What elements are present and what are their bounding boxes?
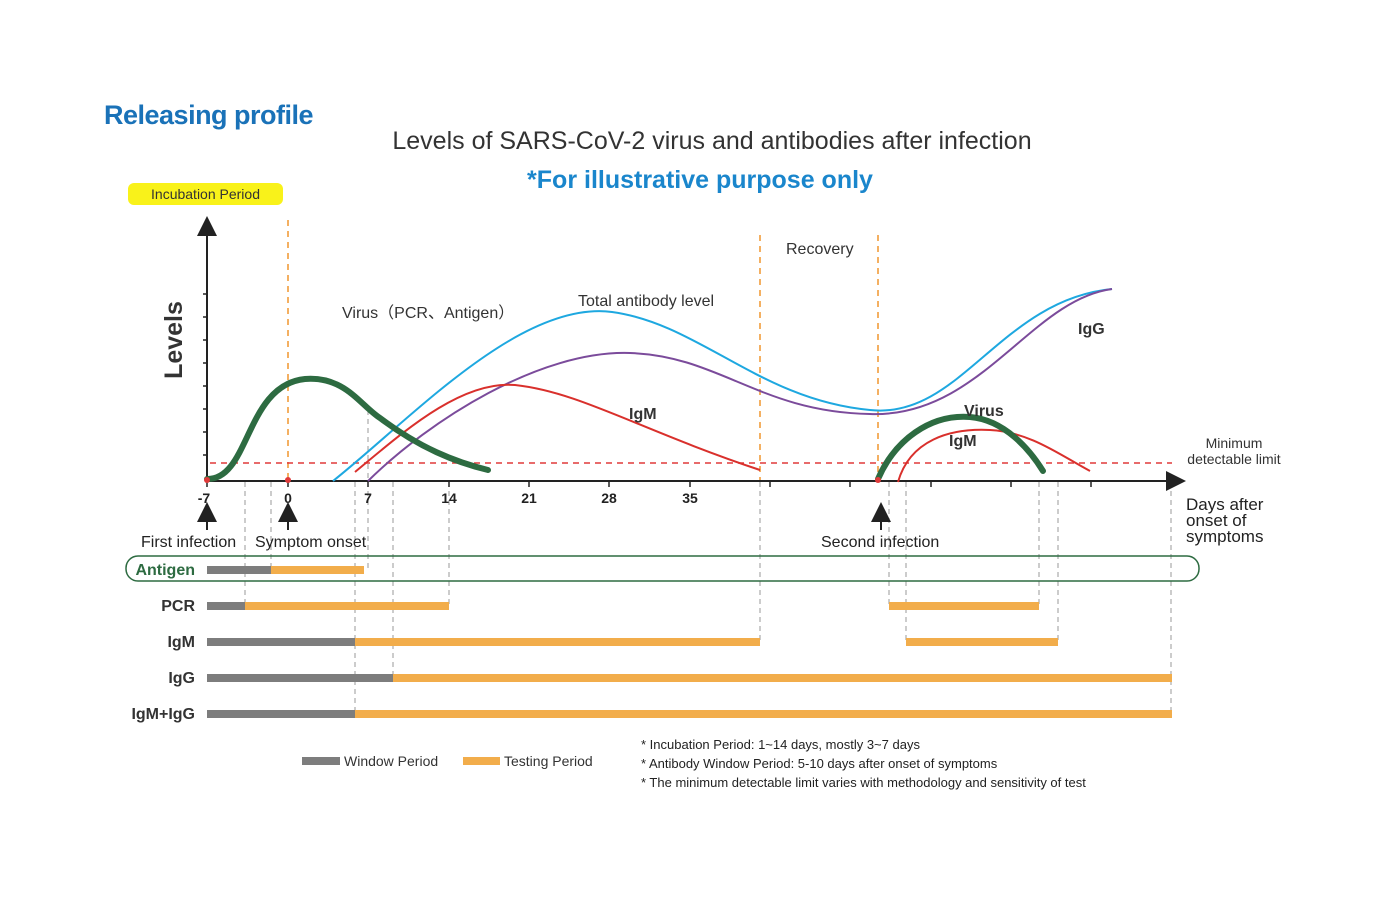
test-row-label-igg: IgG	[168, 670, 195, 687]
subtitle: *For illustrative purpose only	[527, 166, 873, 194]
virus-second-label: Virus	[964, 403, 1004, 420]
x-axis-ticks	[206, 481, 1092, 487]
x-tick-label: 7	[364, 490, 372, 506]
section-title: Releasing profile	[104, 100, 314, 130]
second-infection-dot	[875, 477, 881, 483]
event-arrows	[197, 502, 891, 530]
x-tick-label: 28	[601, 490, 617, 506]
test-row-label-igm-igg: IgM+IgG	[131, 706, 195, 723]
x-tick-label: -7	[198, 490, 211, 506]
min-detectable-label: Minimum detectable limit	[1187, 435, 1280, 467]
igg-testing-bar	[393, 674, 1172, 682]
igm-curve-first	[354, 383, 761, 473]
antigen-testing-bar	[271, 566, 364, 574]
x-tick-label: 0	[284, 490, 292, 506]
antigen-row-highlight	[125, 555, 1200, 582]
igm-curve-second	[897, 428, 1091, 483]
test-bars	[207, 566, 1172, 718]
curve-labels: Recovery Virus（PCR、Antigen） Total antibo…	[342, 241, 1105, 450]
symptom-onset-label: Symptom onset	[255, 534, 367, 551]
symptom-onset-dot	[285, 477, 291, 483]
y-axis-label: Levels	[160, 301, 188, 379]
legend-window-swatch	[302, 757, 340, 765]
main-title: Levels of SARS-CoV-2 virus and antibodie…	[392, 127, 1032, 155]
igm-window-bar	[207, 638, 355, 646]
igg-label: IgG	[1078, 321, 1105, 338]
test-row-labels: Antigen PCR IgM IgG IgM+IgG	[131, 562, 195, 723]
x-axis-label-line: symptoms	[1186, 527, 1263, 546]
legend-window-label: Window Period	[344, 753, 438, 769]
event-labels: First infection Symptom onset Second inf…	[141, 534, 939, 551]
antigen-window-bar	[207, 566, 271, 574]
legend: Window Period Testing Period	[302, 753, 593, 769]
x-tick-label: 14	[441, 490, 457, 506]
virus-curve-second	[875, 413, 1046, 482]
igm-igg-window-bar	[207, 710, 355, 718]
x-tick-label: 21	[521, 490, 537, 506]
x-tick-labels: -7 0 7 14 21 28 35	[198, 490, 698, 506]
total-antibody-curve	[332, 288, 1113, 482]
igg-curve	[367, 288, 1113, 482]
test-row-label-antigen: Antigen	[135, 562, 195, 579]
x-axis-label: Days after onset of symptoms	[1186, 495, 1264, 546]
second-infection-label: Second infection	[821, 534, 939, 551]
legend-testing-label: Testing Period	[504, 753, 593, 769]
footnote: * The minimum detectable limit varies wi…	[641, 775, 1086, 790]
legend-testing-swatch	[463, 757, 500, 765]
x-tick-label: 35	[682, 490, 698, 506]
pcr-window-bar	[207, 602, 245, 610]
footnotes: * Incubation Period: 1~14 days, mostly 3…	[641, 737, 1086, 790]
min-detectable-label-line: Minimum	[1206, 435, 1263, 451]
first-infection-dot	[204, 477, 210, 483]
min-detectable-label-line: detectable limit	[1187, 451, 1280, 467]
total-antibody-label: Total antibody level	[578, 293, 714, 310]
pcr-testing-bar	[245, 602, 449, 610]
footnote: * Antibody Window Period: 5-10 days afte…	[641, 756, 998, 771]
igm-second-label: IgM	[949, 433, 977, 450]
test-row-label-pcr: PCR	[161, 598, 195, 615]
igg-window-bar	[207, 674, 393, 682]
virus-pcr-antigen-label: Virus（PCR、Antigen）	[342, 304, 514, 322]
guide-lines	[287, 220, 879, 480]
recovery-label: Recovery	[786, 241, 854, 258]
incubation-period-badge: Incubation Period	[128, 183, 283, 205]
igm-igg-testing-bar	[355, 710, 1172, 718]
footnote: * Incubation Period: 1~14 days, mostly 3…	[641, 737, 920, 752]
pcr-testing-bar-second	[889, 602, 1039, 610]
y-axis-ticks	[203, 293, 207, 456]
virus-curve-first	[204, 375, 491, 483]
first-infection-label: First infection	[141, 534, 236, 551]
test-row-label-igm: IgM	[167, 634, 195, 651]
x-axis-label-line: onset of	[1186, 511, 1247, 530]
x-axis-label-line: Days after	[1186, 495, 1264, 514]
igm-label: IgM	[629, 406, 657, 423]
igm-testing-bar	[355, 638, 760, 646]
igm-testing-bar-second	[906, 638, 1058, 646]
